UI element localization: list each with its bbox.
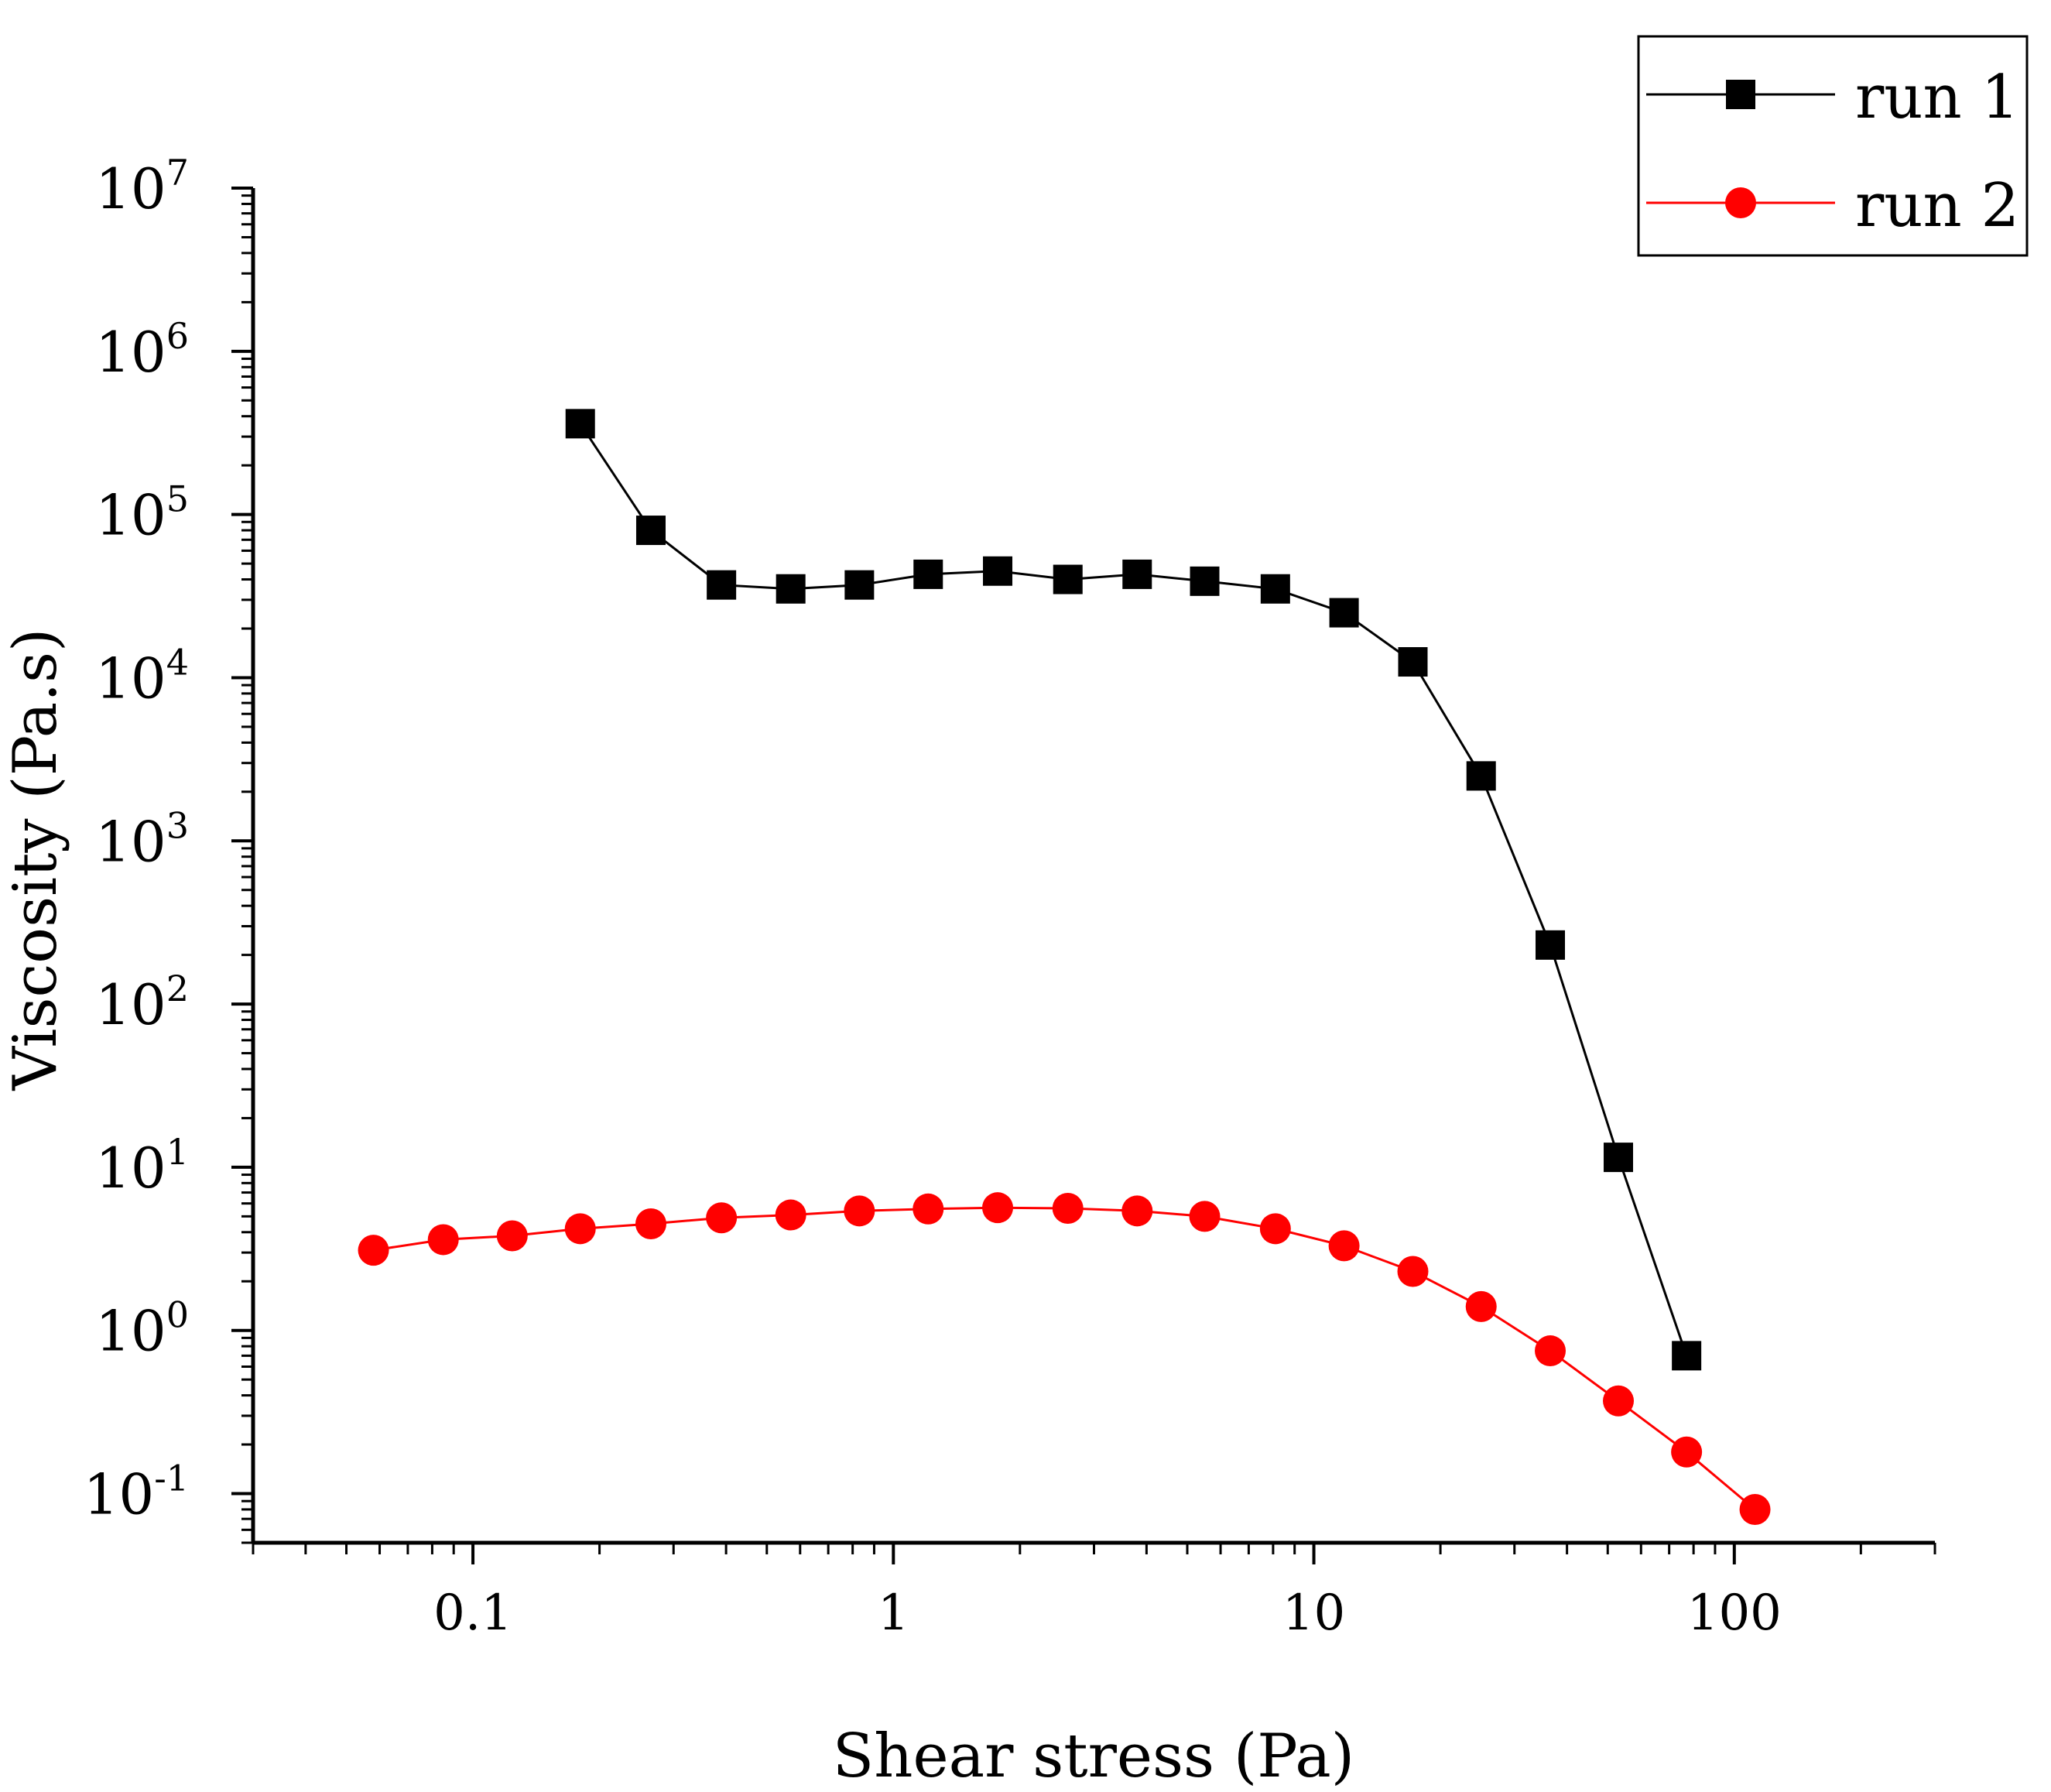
axes (251, 188, 1935, 1545)
data-point-run-2 (706, 1202, 738, 1234)
x-tick-label: 0.1 (433, 1585, 512, 1642)
data-point-run-1 (1466, 761, 1496, 791)
data-point-run-2 (982, 1192, 1014, 1224)
data-point-run-2 (913, 1193, 944, 1225)
x-tick-label: 100 (1687, 1585, 1782, 1642)
data-point-run-2 (1465, 1290, 1497, 1322)
data-point-run-2 (1052, 1192, 1084, 1224)
legend-box (1637, 35, 2029, 257)
y-tick-label: 105 (95, 478, 189, 548)
series (358, 409, 1771, 1525)
data-point-run-1 (913, 559, 943, 589)
data-point-run-2 (1121, 1195, 1153, 1227)
data-point-run-1 (983, 556, 1013, 586)
data-point-run-2 (564, 1213, 596, 1245)
data-point-run-1 (776, 574, 806, 604)
legend-label-run-2: run 2 (1855, 171, 2019, 241)
data-point-run-1 (844, 570, 875, 600)
x-tick-label: 10 (1282, 1585, 1345, 1642)
data-point-run-2 (635, 1208, 666, 1240)
y-tick-label: 100 (95, 1294, 189, 1364)
data-point-run-1 (1053, 564, 1083, 594)
data-point-run-2 (1739, 1493, 1771, 1525)
data-point-run-2 (1259, 1213, 1291, 1245)
data-point-run-2 (844, 1195, 875, 1227)
data-point-run-2 (1671, 1436, 1703, 1468)
data-point-run-1 (1672, 1341, 1702, 1371)
data-point-run-1 (1536, 930, 1566, 960)
x-axis-label: Shear stress (Pa) (833, 1722, 1354, 1791)
x-tick-label: 1 (878, 1585, 909, 1642)
legend: run 1 run 2 (1637, 35, 2029, 257)
y-axis-label: Viscosity (Pa.s) (1, 629, 70, 1091)
data-point-run-1 (1260, 574, 1290, 604)
legend-marker-run-1 (1726, 80, 1755, 109)
y-tick-label: 103 (95, 804, 189, 874)
legend-marker-run-2 (1725, 187, 1756, 218)
data-point-run-2 (427, 1224, 459, 1256)
data-point-run-1 (565, 409, 595, 439)
data-point-run-2 (1328, 1230, 1360, 1262)
data-point-run-1 (707, 570, 737, 600)
data-point-run-2 (1189, 1201, 1221, 1232)
data-point-run-2 (1397, 1256, 1429, 1287)
y-tick-label: 102 (95, 968, 189, 1037)
y-tick-label: 10-1 (84, 1458, 189, 1527)
data-point-run-2 (1535, 1335, 1566, 1367)
legend-label-run-1: run 1 (1855, 63, 2019, 132)
y-tick-label: 106 (95, 315, 189, 385)
data-point-run-1 (1190, 566, 1220, 596)
data-point-run-2 (496, 1220, 528, 1252)
y-tick-label: 101 (95, 1131, 189, 1201)
data-point-run-1 (635, 516, 666, 546)
data-point-run-1 (1398, 647, 1428, 677)
data-point-run-1 (1329, 598, 1359, 628)
data-point-run-2 (358, 1235, 389, 1266)
data-point-run-2 (1603, 1385, 1635, 1417)
ticks: 0.1 1 10 100 10-1 100 101 102 103 104 105 106 107 (84, 152, 1936, 1642)
data-point-run-1 (1604, 1143, 1634, 1173)
data-point-run-2 (775, 1199, 806, 1231)
data-point-run-1 (1122, 559, 1152, 589)
y-tick-label: 107 (95, 152, 189, 221)
y-tick-label: 104 (95, 641, 189, 711)
